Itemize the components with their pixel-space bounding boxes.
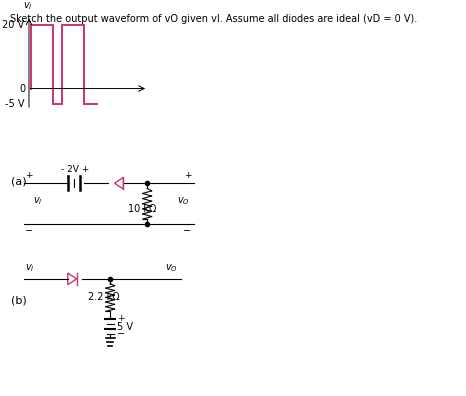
Text: −: − bbox=[117, 329, 125, 339]
Text: - 2V +: - 2V + bbox=[61, 166, 89, 175]
Text: 5 V: 5 V bbox=[117, 322, 133, 332]
Text: 10 kΩ: 10 kΩ bbox=[128, 204, 156, 213]
Text: (a): (a) bbox=[11, 176, 27, 186]
Text: −: − bbox=[183, 226, 191, 236]
Text: $v_O$: $v_O$ bbox=[165, 262, 178, 274]
Text: +: + bbox=[117, 314, 125, 324]
Text: 0: 0 bbox=[20, 84, 26, 93]
Text: +: + bbox=[26, 171, 33, 180]
Text: $v_I$: $v_I$ bbox=[33, 195, 42, 207]
Text: Sketch the output waveform of vO given vI. Assume all diodes are ideal (vD = 0 V: Sketch the output waveform of vO given v… bbox=[10, 14, 417, 25]
Text: 20 V: 20 V bbox=[2, 20, 25, 30]
Text: +: + bbox=[184, 171, 191, 180]
Text: (b): (b) bbox=[11, 295, 27, 305]
Text: $v_I$: $v_I$ bbox=[23, 1, 33, 12]
Text: 2.2 kΩ: 2.2 kΩ bbox=[88, 292, 120, 303]
Text: $v_O$: $v_O$ bbox=[177, 195, 190, 207]
Text: -5 V: -5 V bbox=[5, 99, 25, 109]
Text: $v_I$: $v_I$ bbox=[26, 262, 35, 274]
Text: −: − bbox=[26, 226, 34, 236]
